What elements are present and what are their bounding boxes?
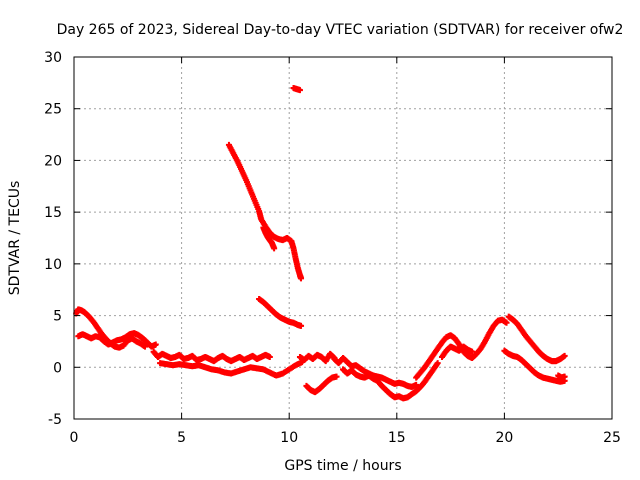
data-point (142, 343, 149, 350)
y-axis-title: SDTVAR / TECUs (7, 181, 23, 296)
y-tick-labels: -5 0 5 10 15 20 25 30 (44, 50, 62, 428)
series-arc-4 (157, 359, 306, 379)
axis-ticks (73, 56, 613, 420)
y-tick-label: 20 (44, 153, 62, 169)
x-tick-label: 25 (603, 430, 621, 446)
series-arc-9 (296, 350, 338, 365)
y-tick-label: -5 (48, 412, 62, 428)
y-tick-label: 25 (44, 102, 62, 118)
series-arc-2 (75, 330, 159, 350)
data-point (561, 352, 568, 359)
x-tick-labels: 0 5 10 15 20 25 (70, 430, 621, 446)
y-tick-label: 10 (44, 257, 62, 273)
x-tick-label: 5 (177, 430, 186, 446)
data-points (73, 85, 568, 402)
data-point (298, 322, 305, 329)
data-point (434, 360, 441, 367)
series-arc-10 (303, 373, 340, 396)
data-point (561, 373, 568, 380)
x-tick-label: 10 (280, 430, 298, 446)
chart-title: Day 265 of 2023, Sidereal Day-to-day VTE… (57, 22, 624, 38)
y-tick-label: 15 (44, 205, 62, 221)
y-tick-label: 5 (53, 309, 62, 325)
series-arc-14 (438, 343, 476, 360)
data-point (413, 381, 420, 388)
y-tick-label: 30 (44, 50, 62, 66)
data-point (271, 245, 278, 252)
data-point (298, 275, 305, 282)
series-arc-5 (225, 141, 305, 282)
grid-lines (74, 57, 612, 419)
data-point (152, 341, 159, 348)
x-axis-title: GPS time / hours (284, 458, 401, 474)
x-tick-label: 0 (70, 430, 79, 446)
data-point (503, 319, 510, 326)
series-arc-17 (555, 372, 568, 381)
series-arc-11 (331, 354, 420, 390)
x-tick-label: 15 (388, 430, 406, 446)
data-point (333, 373, 340, 380)
data-point (266, 353, 273, 360)
series-arc-3 (150, 348, 273, 365)
series-arc-16 (501, 347, 568, 385)
plot-border (73, 56, 613, 420)
data-point (469, 348, 476, 355)
series-arc-12 (340, 360, 441, 402)
series-arc-1 (73, 306, 149, 351)
series-arc-8 (256, 296, 305, 329)
series-arc-7 (290, 85, 303, 94)
series-arc-15 (505, 313, 568, 365)
data-point (296, 87, 303, 94)
y-tick-label: 0 (53, 360, 62, 376)
series-arc-6 (260, 224, 278, 252)
x-tick-label: 20 (495, 430, 513, 446)
